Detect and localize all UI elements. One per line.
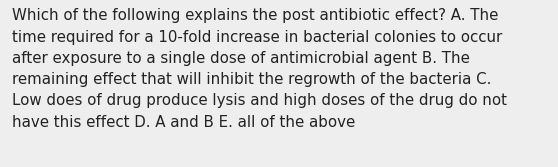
Text: Which of the following explains the post antibiotic effect? A. The
time required: Which of the following explains the post… [12,8,507,130]
